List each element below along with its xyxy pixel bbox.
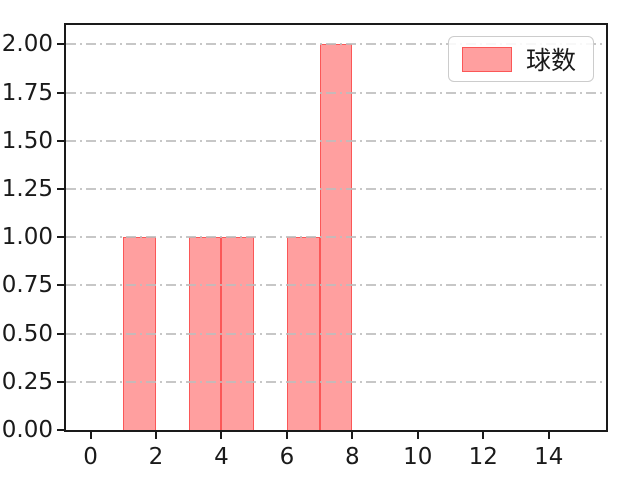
legend-swatch-icon	[462, 46, 512, 72]
y-axis-tick-label: 1.25	[1, 175, 53, 202]
y-axis-tick-label: 0.00	[1, 417, 53, 443]
histogram-bar	[319, 44, 353, 430]
plot-area	[64, 23, 608, 432]
histogram-bar	[188, 237, 222, 430]
legend-label: 球数	[526, 46, 577, 75]
x-axis-tick	[547, 432, 550, 439]
histogram-bar	[221, 237, 255, 430]
y-axis-tick	[57, 284, 64, 287]
histogram-bar	[286, 237, 320, 430]
y-axis-tick-label: 0.50	[1, 320, 53, 347]
x-axis-tick-label: 14	[534, 444, 564, 470]
x-axis-tick-label: 8	[345, 444, 360, 470]
x-axis-tick	[155, 432, 157, 439]
y-axis-tick	[57, 187, 64, 190]
y-axis-tick-label: 1.75	[1, 79, 53, 106]
legend: 球数	[448, 36, 594, 82]
y-axis-tick	[57, 139, 64, 142]
y-axis-tick-label: 2.00	[1, 31, 53, 58]
x-axis-tick-label: 12	[468, 444, 498, 470]
histogram-bar	[123, 237, 156, 430]
x-axis-tick-label: 0	[83, 444, 98, 470]
y-axis-tick-label: 1.50	[1, 127, 53, 154]
y-axis-tick-label: 0.25	[1, 368, 53, 395]
x-axis-tick-label: 6	[279, 444, 295, 470]
x-axis-tick-label: 10	[403, 444, 433, 470]
x-axis-tick	[482, 432, 485, 439]
x-axis-tick	[285, 432, 288, 439]
y-axis-tick	[57, 429, 64, 431]
y-axis-tick	[57, 380, 64, 383]
x-axis-tick	[416, 432, 419, 439]
y-axis-tick	[57, 332, 64, 335]
x-axis-tick	[220, 432, 223, 439]
y-axis-tick	[57, 91, 64, 94]
y-axis-tick	[57, 43, 64, 46]
x-axis-tick-label: 4	[214, 444, 229, 470]
x-axis-tick	[89, 432, 92, 439]
y-axis-tick	[57, 236, 64, 239]
x-axis-tick-label: 2	[148, 444, 164, 470]
y-axis-tick-label: 1.00	[1, 224, 53, 251]
x-axis-tick	[351, 432, 354, 439]
bars-layer	[66, 25, 606, 430]
y-axis-tick-label: 0.75	[1, 272, 53, 299]
